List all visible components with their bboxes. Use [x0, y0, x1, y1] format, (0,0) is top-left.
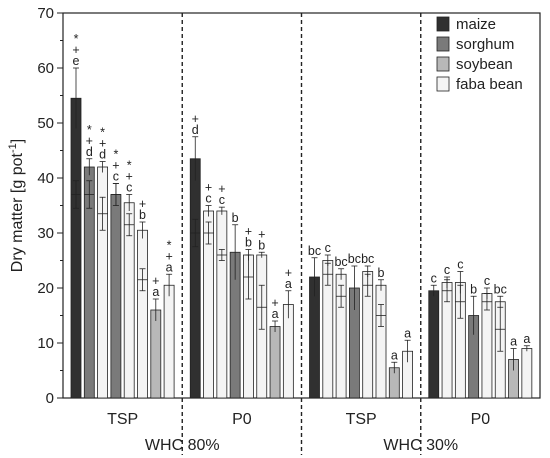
- bar-faba-bean: [282, 304, 294, 399]
- significance-letter: b: [232, 211, 239, 225]
- significance-letter: a: [152, 285, 159, 299]
- significance-letter: c: [205, 192, 211, 206]
- y-tick-label: 50: [37, 115, 54, 132]
- y-axis-label: Dry matter [g pot-1]: [7, 139, 26, 272]
- bar-faba-bean: [521, 348, 533, 399]
- significance-letter: bc: [348, 252, 361, 266]
- treatment-label: WHC 30%: [383, 437, 458, 454]
- significance-letter: c: [444, 263, 450, 277]
- significance-letter: bc: [494, 282, 507, 296]
- y-tick-label: 60: [37, 60, 54, 77]
- significance-letter: +: [152, 274, 159, 288]
- bar-faba-bean: [137, 229, 148, 399]
- y-tick-label: 0: [46, 390, 54, 407]
- significance-letter: c: [431, 271, 437, 285]
- bar-faba-bean: [216, 210, 228, 399]
- significance-letter: +: [112, 159, 119, 173]
- significance-letter: c: [113, 170, 119, 184]
- significance-letter: b: [378, 266, 385, 280]
- significance-letter: +: [126, 170, 133, 184]
- legend-label: maize: [456, 16, 496, 33]
- significance-letter: d: [99, 148, 106, 162]
- significance-letter: +: [271, 296, 278, 310]
- significance-letter: +: [99, 137, 106, 151]
- y-tick-label: 20: [37, 280, 54, 297]
- y-tick-label: 70: [37, 5, 54, 22]
- significance-letter: *: [74, 32, 79, 46]
- y-tick-label: 30: [37, 225, 54, 242]
- significance-letter: *: [113, 148, 118, 162]
- significance-letter: a: [523, 332, 530, 346]
- significance-letter: bc: [334, 255, 347, 269]
- legend-swatch: [436, 36, 450, 52]
- significance-letter: e: [73, 54, 80, 68]
- bar-soybean: [150, 309, 162, 399]
- y-tick-label: 10: [37, 335, 54, 352]
- significance-letter: b: [139, 208, 146, 222]
- group-label: P0: [232, 411, 252, 428]
- significance-letter: a: [404, 326, 411, 340]
- significance-letter: c: [484, 274, 490, 288]
- significance-letter: *: [87, 123, 92, 137]
- y-axis-label-superscript: -1: [7, 143, 19, 153]
- legend-label: sorghum: [456, 36, 514, 53]
- significance-letter: c: [325, 241, 331, 255]
- significance-letter: a: [285, 277, 292, 291]
- bar-maize: [428, 290, 440, 399]
- significance-letter: bc: [308, 244, 321, 258]
- y-axis-label-end: ]: [9, 139, 26, 143]
- bar-faba-bean: [375, 284, 387, 399]
- bar-maize: [189, 158, 201, 399]
- significance-letter: +: [192, 112, 199, 126]
- significance-letter: +: [205, 181, 212, 195]
- group-label: TSP: [107, 411, 138, 428]
- bar-sorghum: [110, 194, 122, 399]
- legend-swatch: [436, 16, 450, 32]
- significance-letter: c: [219, 193, 225, 207]
- bar-faba-bean: [163, 284, 175, 399]
- legend-swatch: [436, 76, 450, 92]
- significance-letter: c: [126, 181, 132, 195]
- significance-letter: *: [127, 159, 132, 173]
- y-tick-label: 40: [37, 170, 54, 187]
- significance-letter: +: [245, 225, 252, 239]
- significance-letter: b: [470, 282, 477, 296]
- significance-letter: +: [72, 43, 79, 57]
- significance-letter: +: [258, 227, 265, 241]
- significance-letter: a: [272, 307, 279, 321]
- significance-letter: c: [457, 258, 463, 272]
- legend-swatch: [436, 56, 450, 72]
- significance-letter: a: [510, 335, 517, 349]
- significance-letter: +: [218, 182, 225, 196]
- legend-label: soybean: [456, 56, 513, 73]
- bar-maize: [70, 97, 82, 399]
- bar-soybean: [269, 326, 281, 399]
- significance-letter: a: [391, 348, 398, 362]
- treatment-label: WHC 80%: [145, 437, 220, 454]
- significance-letter: +: [86, 134, 93, 148]
- y-axis-label-main: Dry matter [g pot: [9, 152, 26, 272]
- significance-letter: b: [258, 238, 265, 252]
- group-label: TSP: [346, 411, 377, 428]
- significance-letter: bc: [361, 252, 374, 266]
- legend-label: faba bean: [456, 76, 523, 93]
- significance-letter: *: [100, 126, 105, 140]
- significance-letter: +: [139, 197, 146, 211]
- significance-letter: +: [285, 266, 292, 280]
- group-label: P0: [471, 411, 491, 428]
- significance-letter: +: [165, 249, 172, 263]
- significance-letter: b: [245, 236, 252, 250]
- significance-letter: d: [86, 145, 93, 159]
- significance-letter: *: [167, 238, 172, 252]
- significance-letter: d: [192, 123, 199, 137]
- significance-letter: a: [166, 260, 173, 274]
